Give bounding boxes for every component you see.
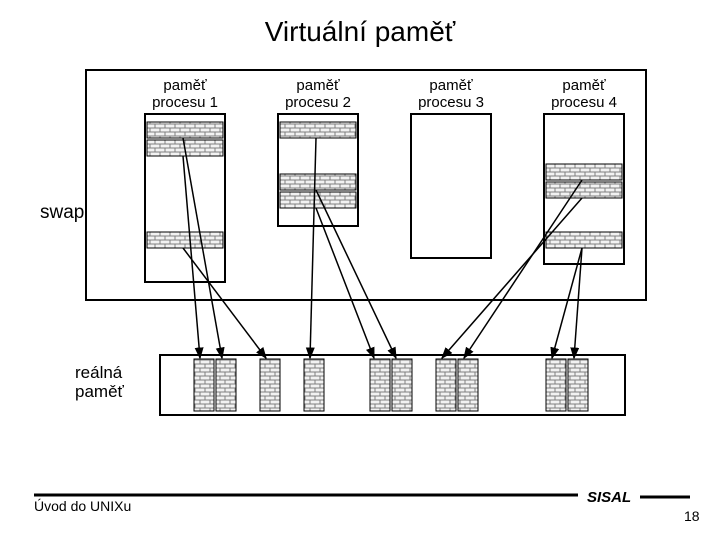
svg-text:paměť: paměť	[429, 77, 473, 94]
footer-right: SISAL	[587, 489, 631, 506]
swap-label: swap	[40, 202, 84, 224]
page-number: 18	[684, 508, 700, 524]
svg-text:paměť: paměť	[296, 77, 340, 94]
slide-title: Virtuální paměť	[0, 16, 720, 48]
real-memory-label: reálnápaměť	[75, 364, 124, 401]
svg-text:paměť: paměť	[163, 77, 207, 94]
footer-left: Úvod do UNIXu	[34, 498, 131, 514]
arrows-overlay: paměťprocesu 1paměťprocesu 2paměťprocesu…	[0, 0, 720, 540]
svg-text:procesu 1: procesu 1	[152, 94, 218, 111]
svg-text:procesu 3: procesu 3	[418, 94, 484, 111]
svg-text:procesu 2: procesu 2	[285, 94, 351, 111]
svg-text:paměť: paměť	[562, 77, 606, 94]
svg-text:procesu 4: procesu 4	[551, 94, 617, 111]
